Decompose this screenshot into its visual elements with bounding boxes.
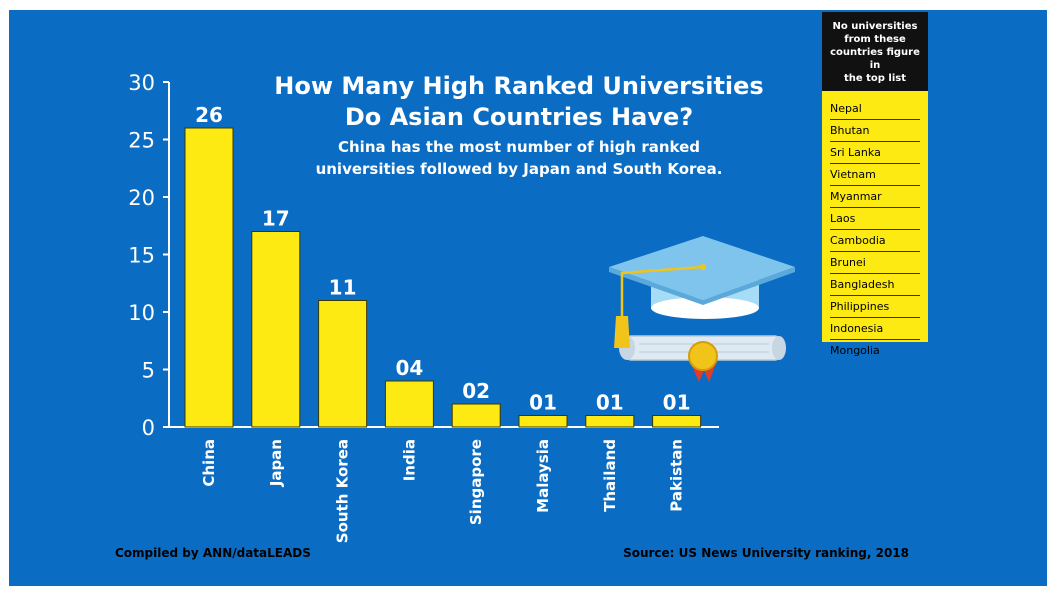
infographic-panel: 0 5 10 15 20 25 30 26 17 11 04 02 01 01 01 China Japan… [9, 10, 1047, 586]
bar [384, 380, 434, 428]
country-item: Myanmar [830, 187, 920, 208]
bar-value-label: 04 [395, 356, 423, 380]
category-label: Malaysia [534, 439, 552, 513]
category-label: Pakistan [668, 439, 686, 512]
bar-value-label: 02 [462, 379, 490, 403]
category-label: India [400, 439, 418, 481]
no-universities-panel: No universities from these countries fig… [822, 12, 928, 357]
header-line: countries figure in [830, 47, 920, 71]
y-tick-label: 25 [128, 129, 155, 153]
bar-value-label: 01 [529, 391, 557, 415]
bar-value-label: 11 [329, 276, 357, 300]
country-list: Nepal Bhutan Sri Lanka Vietnam Myanmar L… [822, 91, 928, 361]
bar-value-label: 17 [262, 207, 290, 231]
credit-text: Compiled by ANN/dataLEADS [115, 546, 311, 560]
bars [184, 127, 702, 428]
header-line: the top list [843, 73, 907, 84]
country-item: Mongolia [830, 344, 880, 357]
country-item: Bangladesh [830, 275, 920, 296]
country-item: Philippines [830, 297, 920, 318]
bar [585, 415, 635, 428]
country-item: Nepal [830, 99, 920, 120]
header-line: from these [844, 34, 906, 45]
y-tick-label: 5 [142, 359, 155, 383]
bar [518, 415, 568, 428]
country-item: Vietnam [830, 165, 920, 186]
bar-value-label: 01 [596, 391, 624, 415]
country-item: Laos [830, 209, 920, 230]
chart-title-line1: How Many High Ranked Universities [274, 72, 764, 100]
data-labels: 26 17 11 04 02 01 01 01 [195, 103, 690, 415]
category-label: China [200, 439, 218, 487]
country-item: Sri Lanka [830, 143, 920, 164]
y-tick-label: 10 [128, 301, 155, 325]
category-label: Thailand [601, 439, 619, 512]
graduation-cap-diploma-icon [609, 236, 795, 382]
chart-subtitle-line1: China has the most number of high ranked [337, 138, 700, 156]
chart-title-line2: Do Asian Countries Have? [344, 103, 694, 131]
no-universities-header: No universities from these countries fig… [822, 12, 928, 91]
source-text: Source: US News University ranking, 2018 [623, 546, 909, 560]
country-item: Bhutan [830, 121, 920, 142]
category-label: Japan [267, 439, 285, 487]
chart-subtitle-line2: universities followed by Japan and South… [315, 160, 723, 178]
country-item: Indonesia [830, 319, 920, 340]
bar [184, 127, 234, 428]
y-tick-label: 15 [128, 244, 155, 268]
category-label: Singapore [467, 439, 485, 525]
bar-value-label: 01 [663, 391, 691, 415]
bar [652, 415, 702, 428]
header-line: No universities [832, 21, 918, 32]
y-tick-label: 30 [128, 71, 155, 95]
country-item: Brunei [830, 253, 920, 274]
y-tick-label: 20 [128, 186, 155, 210]
category-label: South Korea [334, 439, 352, 543]
bar [318, 300, 368, 428]
bar [451, 403, 501, 428]
bar-chart: 0 5 10 15 20 25 30 26 17 11 04 02 01 01 01 China Japan… [128, 71, 795, 543]
y-tick-label: 0 [142, 416, 155, 440]
bar-value-label: 26 [195, 103, 223, 127]
bar [251, 231, 301, 428]
category-labels: China Japan South Korea India Singapore Malay… [200, 439, 686, 543]
country-item: Cambodia [830, 231, 920, 252]
